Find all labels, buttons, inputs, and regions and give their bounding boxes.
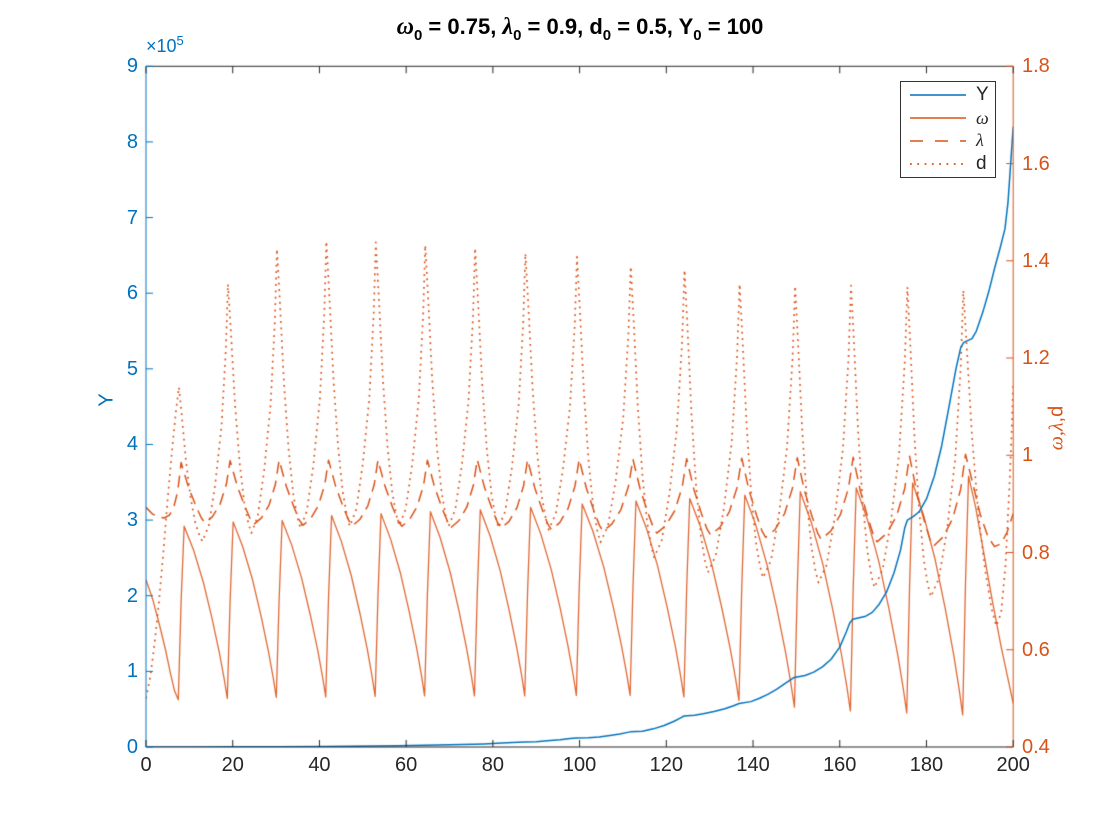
y-left-tick-label: 2 <box>126 584 138 607</box>
x-tick-label: 100 <box>562 754 597 776</box>
y-axis-label-right-greek: ω,λ <box>1045 422 1068 451</box>
x-tick-label: 20 <box>221 754 244 776</box>
y-left-tick-label: 5 <box>126 357 138 380</box>
y-left-tick-label: 6 <box>126 282 138 305</box>
title-segment: λ <box>502 14 514 40</box>
x-tick-label: 0 <box>140 754 152 776</box>
legend: Y ω λ d <box>900 81 996 178</box>
x-tick-label: 60 <box>395 754 418 776</box>
title-segment: d <box>589 14 603 39</box>
title-segment: Y <box>678 14 694 39</box>
title-segment: ω <box>396 14 414 40</box>
legend-item-lambda: λ <box>901 130 995 152</box>
y-left-tick-label: 9 <box>126 55 138 78</box>
y-left-tick-label: 3 <box>126 509 138 532</box>
y-right-tick-label: 1.4 <box>1022 249 1050 272</box>
x-tick-label: 140 <box>736 754 770 776</box>
y-axis-multiplier-exponent: 5 <box>176 33 184 48</box>
legend-label-omega: ω <box>976 107 989 128</box>
legend-item-omega: ω <box>901 107 995 129</box>
legend-label-d: d <box>976 152 987 174</box>
y-axis-multiplier: ×105 <box>146 33 184 57</box>
x-tick-label: 120 <box>649 754 683 776</box>
title-segment: = 0.75, <box>422 14 503 39</box>
x-tick-label: 80 <box>481 754 504 776</box>
y-left-tick-label: 0 <box>126 736 138 758</box>
y-right-tick-label: 1 <box>1022 444 1034 467</box>
y-axis-label-right: ω,λ,d <box>1046 406 1069 450</box>
y-left-tick-label: 4 <box>126 433 138 456</box>
y-right-tick-label: 1.2 <box>1022 347 1050 370</box>
title-segment: 0 <box>513 27 522 44</box>
legend-d-line-icon <box>910 162 966 165</box>
y-right-tick-label: 1.6 <box>1022 152 1050 175</box>
legend-Y-line-icon <box>910 94 966 97</box>
legend-label-lambda: λ <box>976 130 984 151</box>
legend-lambda-line-icon <box>910 140 966 142</box>
x-tick-label: 180 <box>909 754 944 776</box>
y-left-tick-label: 8 <box>126 130 138 153</box>
legend-item-d: d <box>901 153 995 175</box>
y-right-tick-label: 1.8 <box>1022 55 1050 78</box>
y-left-tick-label: 1 <box>126 660 138 683</box>
title-segment: 0 <box>693 27 702 44</box>
y-axis-multiplier-base: ×10 <box>146 36 177 56</box>
y-axis-label-left: Y <box>95 393 118 407</box>
title-segment: = 0.5, <box>611 14 679 39</box>
chart-title: ω0 = 0.75, λ0 = 0.9, d0 = 0.5, Y0 = 100 <box>397 14 764 44</box>
y-axis-label-right-rest: ,d <box>1045 405 1068 423</box>
legend-omega-line-icon <box>910 117 966 119</box>
y-right-tick-label: 0.4 <box>1022 736 1050 758</box>
title-segment: 0 <box>602 27 612 44</box>
y-right-tick-label: 0.6 <box>1022 638 1050 661</box>
x-tick-label: 200 <box>996 754 1030 776</box>
legend-label-Y: Y <box>976 84 989 106</box>
y-left-tick-label: 7 <box>126 206 138 229</box>
legend-item-Y: Y <box>901 84 995 106</box>
title-segment: 0 <box>413 27 423 44</box>
y-right-tick-label: 0.8 <box>1022 541 1050 564</box>
x-tick-label: 160 <box>823 754 857 776</box>
title-segment: = 100 <box>701 14 764 39</box>
title-segment: = 0.9, <box>521 14 590 39</box>
x-tick-label: 40 <box>308 754 331 776</box>
